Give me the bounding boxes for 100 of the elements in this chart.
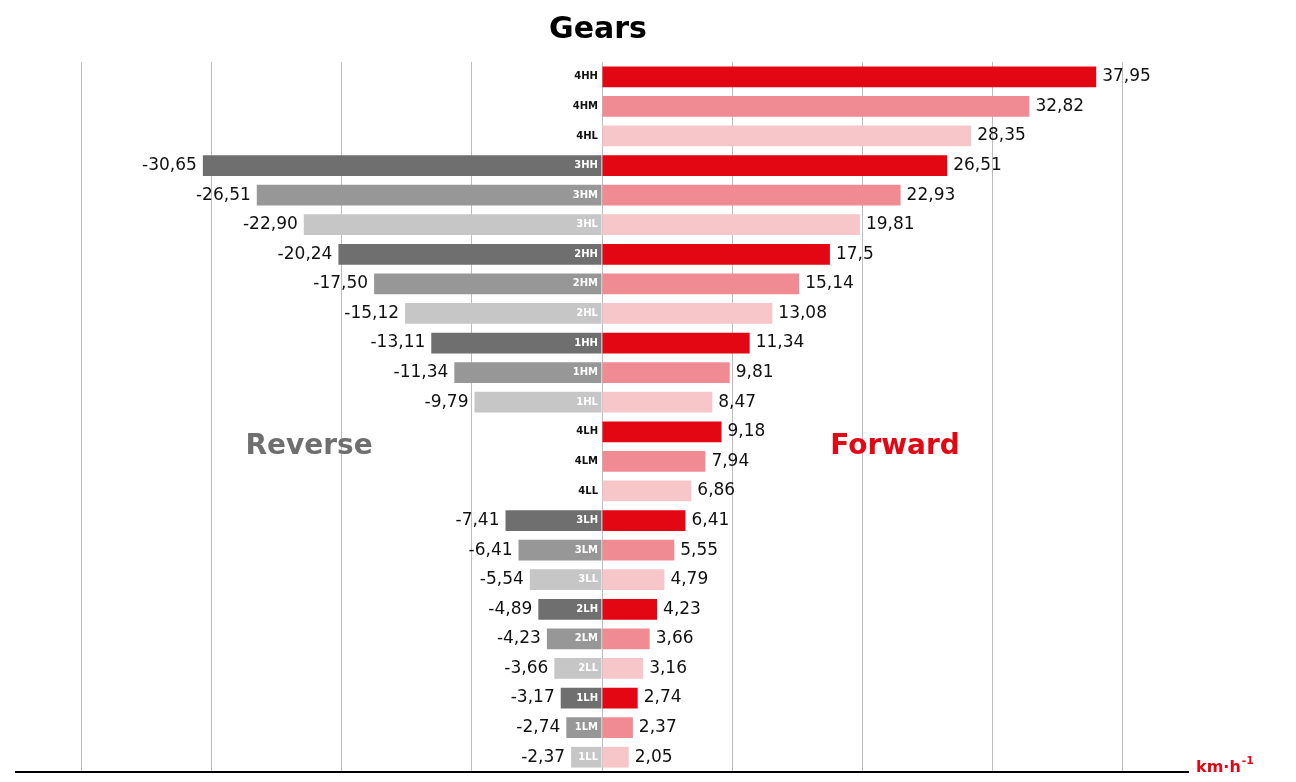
y-tick-label: 4HM (572, 99, 599, 111)
bar (505, 510, 602, 531)
data-label: -30,65 (142, 153, 197, 174)
bar (602, 303, 773, 324)
y-tick-label: 3LH (576, 514, 598, 526)
y-tick-label: 2HM (572, 277, 599, 289)
y-tick-label: 2HH (574, 247, 598, 259)
y-tick-label: 1LL (578, 750, 599, 762)
bar (602, 598, 658, 620)
data-label: -3,66 (504, 656, 549, 677)
data-label: -2,74 (516, 716, 561, 737)
bar (454, 362, 602, 383)
data-label: -7,41 (455, 508, 500, 529)
data-label: 8,47 (718, 390, 757, 411)
data-label: -9,79 (424, 390, 469, 411)
y-tick-label: 2LL (578, 662, 599, 674)
bar (602, 273, 800, 295)
bar (602, 96, 1030, 117)
bar (602, 66, 1097, 88)
data-label: 6,41 (691, 508, 730, 529)
data-label: 13,08 (778, 301, 827, 322)
data-label: 3,16 (649, 656, 688, 677)
bar (602, 569, 665, 591)
bar (602, 391, 713, 413)
y-tick-label: 2HL (576, 307, 599, 319)
data-label: -13,11 (370, 331, 426, 352)
bar (338, 243, 602, 265)
bar (602, 539, 675, 561)
data-label: 2,74 (643, 686, 682, 707)
y-tick-label: 3HL (576, 218, 599, 230)
data-label: 28,35 (977, 124, 1026, 145)
y-tick-label: 4HH (574, 70, 598, 82)
data-label: 19,81 (865, 213, 915, 234)
data-label: -15,12 (344, 301, 400, 322)
data-label: 4,23 (663, 597, 701, 618)
text: Reverse (245, 427, 373, 461)
y-tick-label: 3LL (578, 573, 599, 585)
data-label: 3,66 (655, 627, 694, 648)
chart-title: Gears (549, 9, 647, 45)
data-label: 9,81 (735, 361, 774, 382)
bar (202, 155, 602, 176)
data-label: 2,37 (638, 716, 677, 737)
bar (602, 687, 638, 709)
bar (602, 243, 830, 265)
text: Forward (830, 427, 960, 461)
y-tick-label: 1HM (572, 366, 599, 378)
data-label: 26,51 (953, 153, 1002, 174)
y-tick-label: 2LM (574, 632, 599, 644)
data-label: 9,18 (727, 420, 766, 441)
data-label: 17,5 (835, 242, 874, 263)
y-tick-label: 3HH (574, 159, 598, 171)
data-label: -17,50 (313, 272, 369, 293)
data-label: 2,05 (634, 745, 673, 766)
bar (602, 628, 650, 650)
y-tick-label: 3HM (572, 188, 599, 200)
data-label: 32,82 (1035, 94, 1085, 115)
bar (431, 332, 602, 354)
y-tick-label: 4LM (574, 454, 599, 466)
data-label: 7,94 (711, 449, 750, 470)
data-label: 5,55 (680, 538, 719, 559)
y-tick-label: 1LM (574, 721, 599, 733)
bar (602, 480, 692, 502)
y-tick-label: 2LH (576, 602, 598, 614)
bar (256, 184, 602, 206)
data-label: -4,89 (488, 597, 533, 618)
data-label: 11,34 (755, 331, 805, 352)
data-label: 4,79 (670, 568, 709, 589)
y-tick-label: 1HH (574, 336, 598, 348)
y-tick-label: 1LH (576, 691, 598, 703)
bar (602, 746, 629, 768)
bar (602, 421, 722, 443)
y-tick-label: 4LH (576, 425, 598, 437)
data-label: -3,17 (510, 686, 555, 707)
bar (602, 184, 901, 206)
data-label: -5,54 (479, 568, 524, 589)
bar (602, 658, 644, 679)
y-tick-label: 4HL (576, 129, 599, 141)
data-label: -6,41 (468, 538, 513, 559)
bar (538, 598, 602, 620)
bar (602, 155, 948, 176)
y-tick-label: 4LL (578, 484, 599, 496)
bar (602, 362, 730, 383)
data-label: -4,23 (496, 627, 541, 648)
data-label: -26,51 (195, 183, 251, 204)
bar (602, 332, 750, 354)
bar (602, 451, 706, 472)
y-tick-label: 1HL (576, 395, 599, 407)
data-label: -2,37 (521, 745, 566, 766)
bar (602, 510, 686, 531)
data-label: -20,24 (277, 242, 333, 263)
data-label: 6,86 (697, 479, 736, 500)
data-label: 22,93 (906, 183, 956, 204)
y-tick-label: 3LM (574, 543, 599, 555)
bar (602, 214, 860, 236)
data-label: 37,95 (1102, 65, 1151, 86)
data-label: -22,90 (242, 213, 298, 234)
bar (602, 717, 633, 738)
bar (374, 273, 602, 295)
bar (602, 125, 972, 147)
data-label: -11,34 (393, 361, 449, 382)
